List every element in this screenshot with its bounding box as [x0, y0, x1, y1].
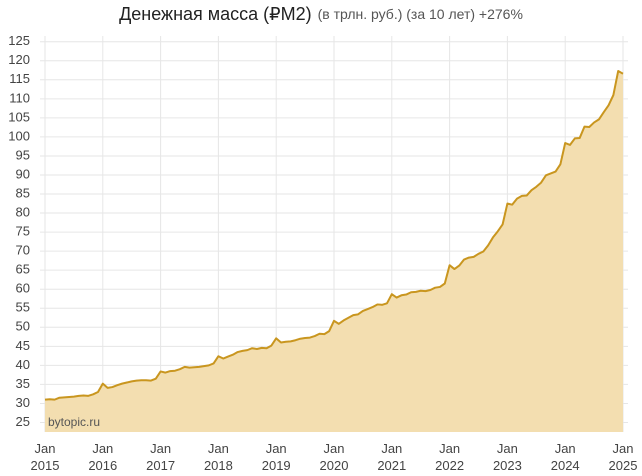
- x-tick-label-line: Jan: [208, 441, 229, 456]
- chart-heading: Денежная масса (₽M2) (в трлн. руб.) (за 1…: [119, 4, 523, 24]
- x-tick-label: Jan 2018: [204, 441, 233, 473]
- x-tick-label: Jan 2021: [377, 441, 406, 473]
- y-tick-label: 80: [16, 204, 30, 219]
- y-tick-label: 95: [16, 147, 30, 162]
- x-tick-label: Jan 2019: [262, 441, 291, 473]
- chart-title: Денежная масса (₽M2): [119, 4, 312, 24]
- x-tick-label-line: 2025: [609, 458, 638, 473]
- y-tick-label: 85: [16, 185, 30, 200]
- y-tick-label: 105: [8, 109, 30, 124]
- x-tick-label-line: 2015: [31, 458, 60, 473]
- x-tick-label-line: 2024: [551, 458, 580, 473]
- x-tick-label-line: 2021: [377, 458, 406, 473]
- x-tick-label-line: Jan: [439, 441, 460, 456]
- x-tick-label-line: 2017: [146, 458, 175, 473]
- y-tick-label: 35: [16, 376, 30, 391]
- x-tick-label: Jan 2017: [146, 441, 175, 473]
- y-tick-label: 40: [16, 357, 30, 372]
- area-fill: [45, 71, 623, 432]
- y-tick-label: 90: [16, 166, 30, 181]
- y-tick-label: 55: [16, 300, 30, 315]
- x-tick-label-line: Jan: [35, 441, 56, 456]
- x-tick-label: Jan 2020: [320, 441, 349, 473]
- x-tick-label-line: 2023: [493, 458, 522, 473]
- x-tick-label-line: 2022: [435, 458, 464, 473]
- y-tick-label: 65: [16, 262, 30, 277]
- x-tick-label-line: Jan: [150, 441, 171, 456]
- x-tick-label: Jan 2016: [88, 441, 117, 473]
- x-tick-label-line: 2016: [88, 458, 117, 473]
- x-tick-label-line: Jan: [555, 441, 576, 456]
- x-tick-label-line: 2018: [204, 458, 233, 473]
- y-tick-label: 115: [9, 71, 30, 86]
- y-tick-label: 30: [16, 395, 30, 410]
- x-tick-label-line: 2020: [320, 458, 349, 473]
- y-tick-label: 70: [16, 243, 30, 258]
- x-tick-label-line: Jan: [613, 441, 634, 456]
- y-tick-label: 125: [8, 33, 30, 48]
- y-tick-label: 100: [8, 128, 30, 143]
- x-tick-label: Jan 2025: [609, 441, 638, 473]
- x-tick-label-line: Jan: [266, 441, 287, 456]
- y-tick-label: 25: [16, 414, 30, 429]
- y-tick-label: 75: [16, 224, 30, 239]
- chart-subtitle: (в трлн. руб.) (за 10 лет) +276%: [318, 6, 523, 22]
- x-tick-label: Jan 2024: [551, 441, 580, 473]
- x-tick-label: Jan 2022: [435, 441, 464, 473]
- x-tick-label-line: Jan: [92, 441, 113, 456]
- y-tick-label: 45: [16, 338, 30, 353]
- x-tick-label: Jan 2023: [493, 441, 522, 473]
- x-tick-label-line: 2019: [262, 458, 291, 473]
- y-tick-label: 120: [8, 52, 30, 67]
- x-tick-label: Jan 2015: [31, 441, 60, 473]
- y-tick-label: 110: [9, 90, 30, 105]
- watermark: bytopic.ru: [48, 415, 100, 429]
- y-tick-label: 50: [16, 319, 30, 334]
- area-line: [44, 70, 624, 401]
- x-tick-label-line: Jan: [497, 441, 518, 456]
- x-tick-label-line: Jan: [381, 441, 402, 456]
- x-tick-label-line: Jan: [324, 441, 345, 456]
- y-tick-label: 60: [16, 281, 30, 296]
